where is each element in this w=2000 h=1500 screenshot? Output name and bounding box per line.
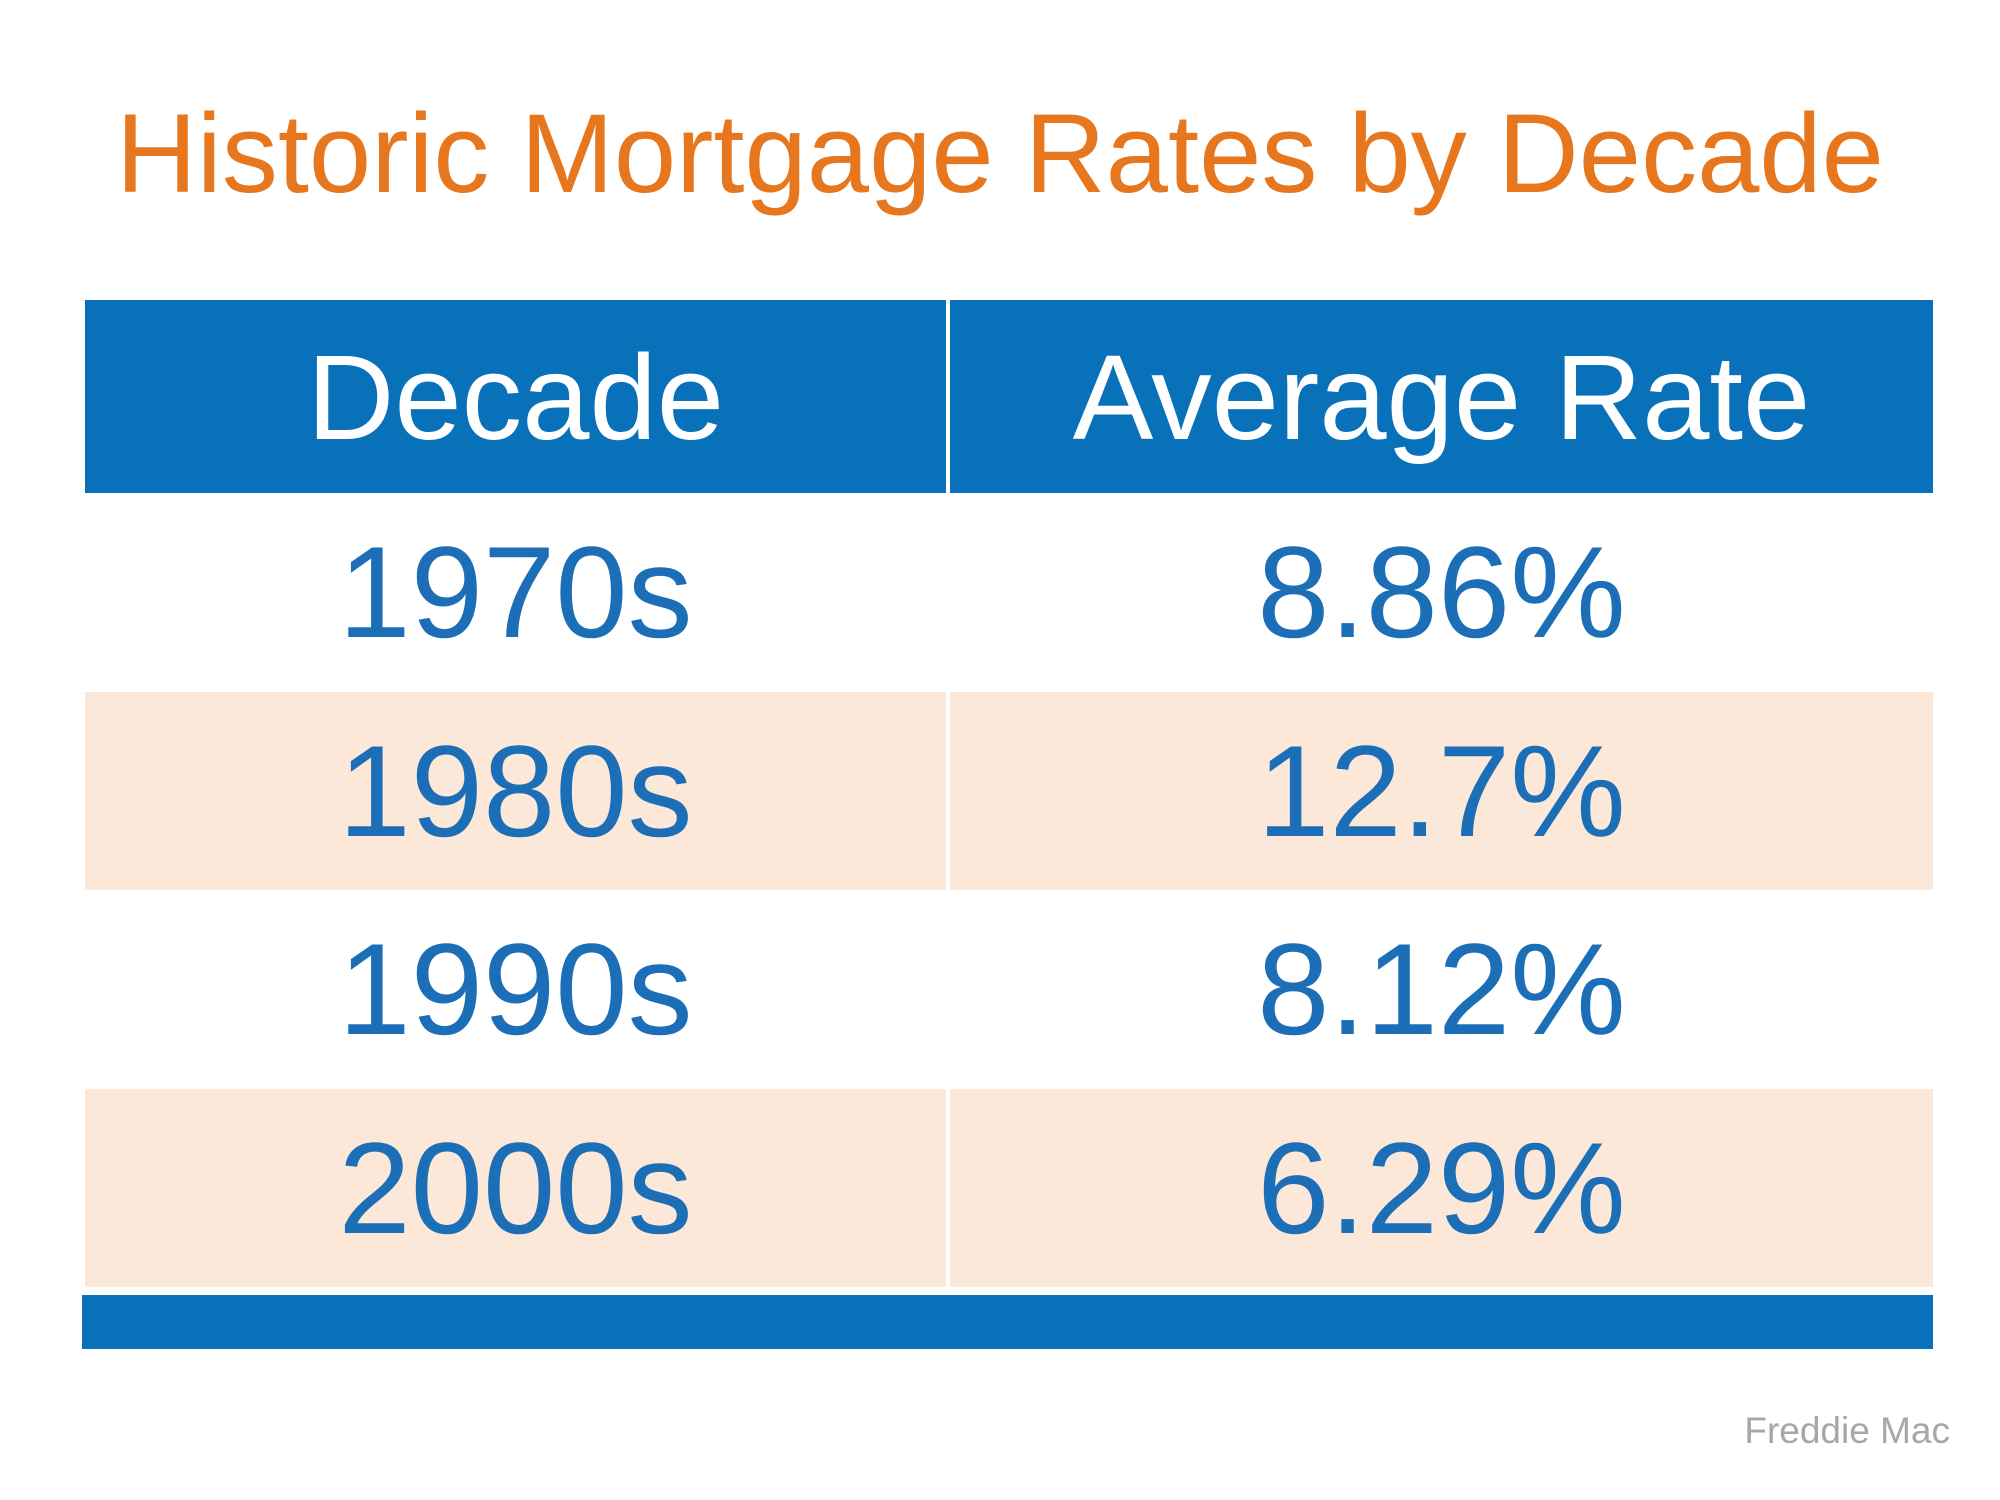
column-header-average-rate: Average Rate [1072, 328, 1811, 465]
table-row: 1980s 12.7% [85, 691, 1933, 890]
table-footer-bar [82, 1295, 1933, 1349]
rate-cell: 8.86% [1257, 519, 1626, 666]
decade-cell: 1980s [85, 691, 950, 890]
table-row: 1990s 8.12% [85, 890, 1933, 1089]
rate-cell: 8.12% [1257, 916, 1626, 1063]
source-attribution: Freddie Mac [1744, 1410, 1950, 1451]
table-header-row: Decade Average Rate [85, 300, 1933, 493]
decade-cell: 1990s [85, 890, 950, 1089]
column-header-decade: Decade [85, 300, 950, 493]
page-title: Historic Mortgage Rates by Decade [116, 91, 1884, 216]
rates-table: Decade Average Rate 1970s 8.86% 1980s 12… [85, 300, 1933, 1287]
decade-cell: 2000s [85, 1088, 950, 1287]
decade-cell: 1970s [85, 493, 950, 692]
table-row: 1970s 8.86% [85, 493, 1933, 692]
table-row: 2000s 6.29% [85, 1088, 1933, 1287]
rate-cell: 6.29% [1257, 1114, 1626, 1261]
rate-cell: 12.7% [1257, 717, 1626, 864]
